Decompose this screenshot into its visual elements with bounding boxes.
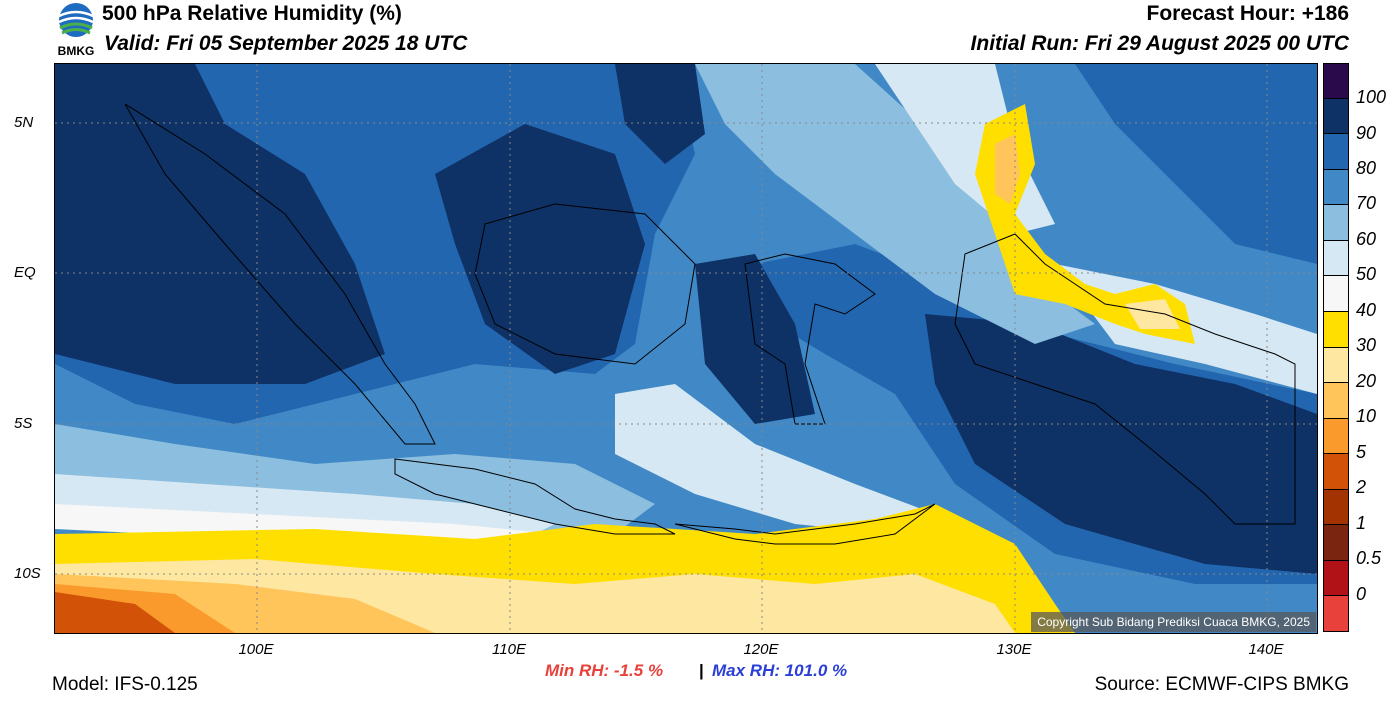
colorbar-segment — [1323, 347, 1349, 384]
colorbar-segment — [1323, 205, 1349, 241]
lon-label-120e: 120E — [743, 641, 779, 658]
colorbar-segment — [1323, 98, 1349, 135]
lat-label-10s: 10S — [14, 565, 41, 582]
colorbar-segment — [1323, 276, 1349, 312]
colorbar-segment — [1323, 169, 1349, 206]
humidity-map: Copyright Sub Bidang Prediksi Cuaca BMKG… — [54, 63, 1318, 634]
stats-separator: | — [699, 661, 704, 680]
colorbar-label: 90 — [1356, 123, 1377, 143]
forecast-hour: Forecast Hour: +186 — [1146, 2, 1350, 25]
colorbar-segment — [1323, 311, 1349, 348]
colorbar-label: 1 — [1356, 513, 1367, 533]
bmkg-logo: BMKG — [52, 2, 100, 58]
colorbar-segment — [1323, 63, 1349, 99]
colorbar-segment — [1323, 418, 1349, 455]
colorbar-label: 10 — [1356, 406, 1377, 426]
lon-label-100e: 100E — [238, 641, 274, 658]
colorbar-label: 60 — [1356, 229, 1377, 249]
colorbar-label: 2 — [1356, 477, 1367, 497]
colorbar-label: 30 — [1356, 335, 1377, 355]
logo-text: BMKG — [57, 44, 95, 58]
colorbar-label: 5 — [1356, 442, 1367, 462]
initial-run: Initial Run: Fri 29 August 2025 00 UTC — [970, 32, 1349, 55]
colorbar-segment — [1323, 134, 1349, 170]
valid-time: Valid: Fri 05 September 2025 18 UTC — [104, 32, 468, 55]
colorbar-label: 40 — [1356, 300, 1377, 320]
lon-label-140e: 140E — [1248, 641, 1284, 658]
colorbar-label: 0.5 — [1356, 548, 1382, 568]
lon-label-110e: 110E — [492, 641, 526, 658]
colorbar-segment — [1323, 596, 1349, 632]
colorbar-segment — [1323, 383, 1349, 419]
lat-label-5n: 5N — [14, 114, 34, 131]
colorbar-segment — [1323, 560, 1349, 597]
colorbar — [1323, 63, 1349, 632]
colorbar-label: 80 — [1356, 158, 1377, 178]
lon-label-130e: 130E — [996, 641, 1032, 658]
lat-label-5s: 5S — [14, 415, 33, 432]
map-title: 500 hPa Relative Humidity (%) — [102, 2, 402, 25]
copyright-notice: Copyright Sub Bidang Prediksi Cuaca BMKG… — [1031, 612, 1316, 632]
max-rh: Max RH: 101.0 % — [712, 661, 848, 680]
colorbar-label: 50 — [1356, 264, 1377, 284]
colorbar-segment — [1323, 525, 1349, 561]
colorbar-label: 70 — [1356, 193, 1377, 213]
colorbar-segment — [1323, 489, 1349, 526]
colorbar-label: 100 — [1356, 87, 1387, 107]
source-label: Source: ECMWF-CIPS BMKG — [1094, 674, 1349, 695]
lat-label-eq: EQ — [14, 264, 36, 281]
colorbar-segment — [1323, 454, 1349, 490]
colorbar-label: 0 — [1356, 584, 1367, 604]
colorbar-segment — [1323, 240, 1349, 277]
colorbar-label: 20 — [1356, 371, 1377, 391]
model-label: Model: IFS-0.125 — [52, 674, 198, 695]
min-rh: Min RH: -1.5 % — [545, 661, 664, 680]
